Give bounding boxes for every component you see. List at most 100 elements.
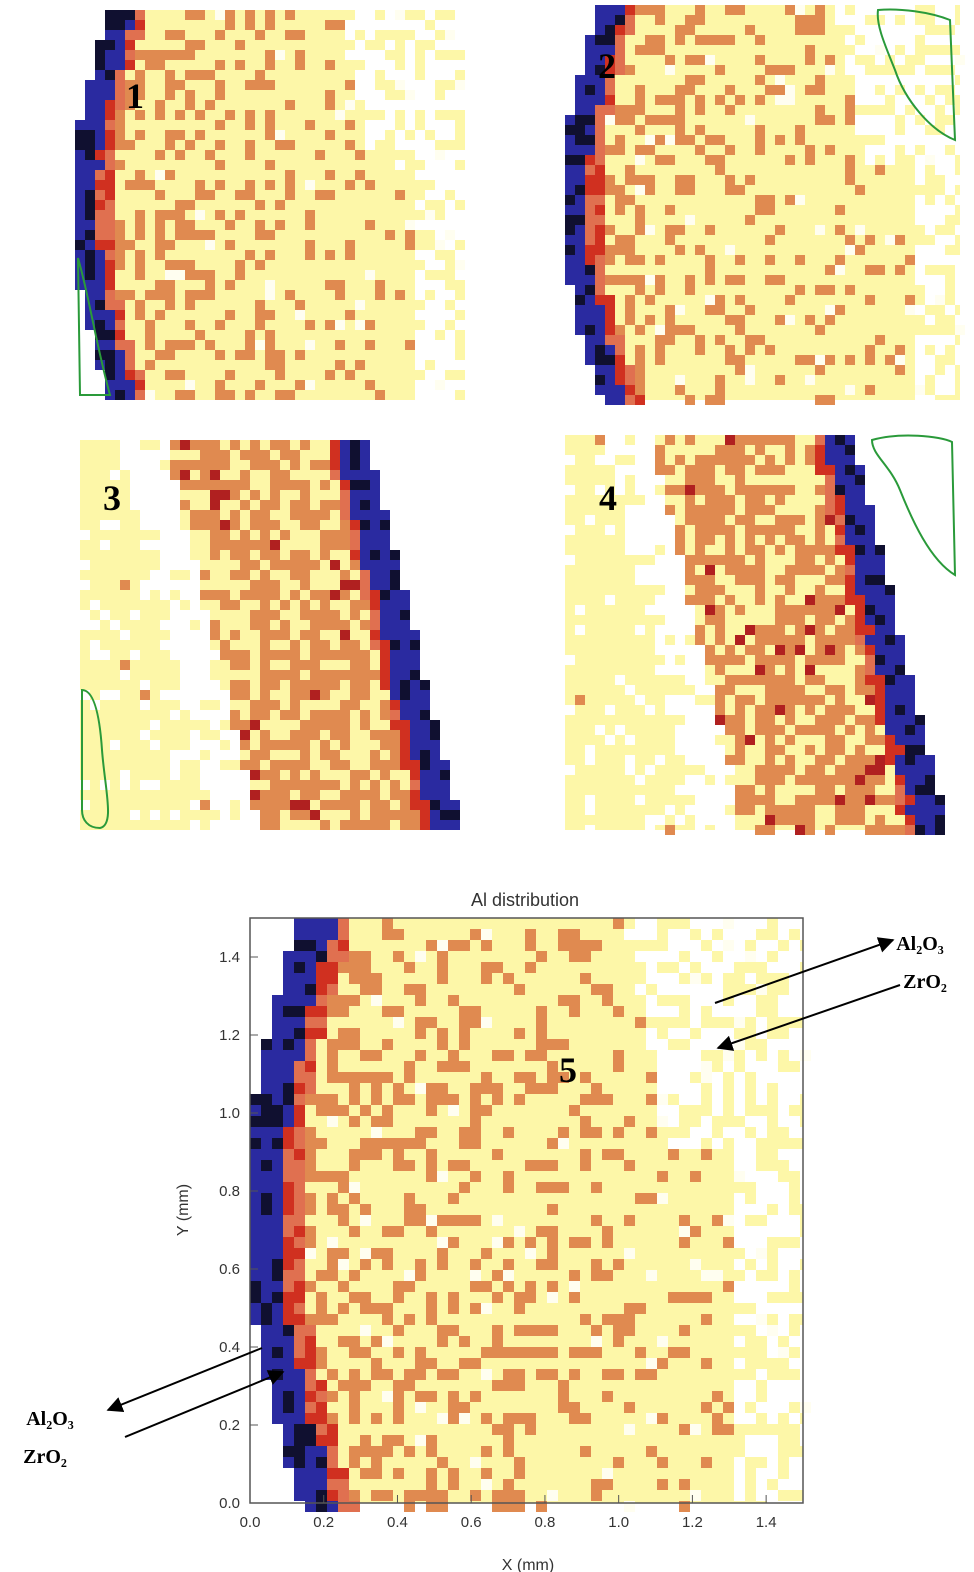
map-cell: [294, 1468, 305, 1479]
map-cell: [765, 795, 775, 805]
map-cell: [320, 680, 330, 690]
map-cell: [360, 1215, 371, 1226]
map-cell: [481, 1303, 492, 1314]
map-cell: [140, 520, 150, 530]
map-cell: [272, 1061, 283, 1072]
map-cell: [305, 1050, 316, 1061]
map-cell: [925, 815, 935, 825]
map-cell: [655, 345, 665, 355]
map-cell: [665, 225, 675, 235]
map-cell: [115, 300, 125, 310]
map-cell: [565, 45, 575, 55]
map-cell: [885, 505, 895, 515]
map-cell: [230, 480, 240, 490]
map-cell: [170, 540, 180, 550]
map-cell: [310, 660, 320, 670]
map-cell: [340, 790, 350, 800]
map-cell: [645, 175, 655, 185]
map-cell: [835, 705, 845, 715]
map-cell: [380, 770, 390, 780]
map-cell: [492, 1149, 503, 1160]
map-cell: [905, 475, 915, 485]
map-cell: [440, 820, 450, 830]
map-cell: [250, 620, 260, 630]
map-cell: [261, 1039, 272, 1050]
map-cell: [725, 105, 735, 115]
map-cell: [481, 1479, 492, 1490]
map-cell: [420, 810, 430, 820]
map-cell: [715, 455, 725, 465]
map-cell: [635, 215, 645, 225]
map-cell: [665, 235, 675, 245]
map-cell: [905, 15, 915, 25]
map-cell: [800, 1270, 811, 1281]
map-cell: [155, 50, 165, 60]
map-cell: [450, 660, 460, 670]
map-cell: [110, 740, 120, 750]
map-cell: [448, 1094, 459, 1105]
map-cell: [294, 1237, 305, 1248]
map-cell: [448, 1160, 459, 1171]
y-tick-label: 1.4: [219, 949, 240, 966]
map-cell: [767, 1391, 778, 1402]
map-cell: [915, 175, 925, 185]
map-cell: [425, 150, 435, 160]
map-cell: [95, 230, 105, 240]
map-cell: [685, 515, 695, 525]
map-cell: [437, 1325, 448, 1336]
map-cell: [316, 1446, 327, 1457]
map-cell: [525, 940, 536, 951]
map-cell: [725, 465, 735, 475]
map-cell: [325, 20, 335, 30]
map-cell: [585, 15, 595, 25]
map-cell: [735, 325, 745, 335]
map-cell: [675, 35, 685, 45]
map-cell: [430, 600, 440, 610]
map-cell: [492, 962, 503, 973]
map-cell: [450, 600, 460, 610]
map-cell: [95, 210, 105, 220]
map-cell: [210, 450, 220, 460]
map-cell: [775, 685, 785, 695]
map-cell: [130, 440, 140, 450]
map-cell: [400, 470, 410, 480]
map-cell: [410, 740, 420, 750]
map-cell: [935, 165, 945, 175]
map-cell: [492, 1292, 503, 1303]
map-cell: [789, 951, 800, 962]
map-cell: [895, 605, 905, 615]
map-cell: [905, 25, 915, 35]
map-cell: [767, 1182, 778, 1193]
map-cell: [338, 1259, 349, 1270]
map-cell: [435, 100, 445, 110]
map-cell: [250, 1490, 261, 1501]
map-cell: [261, 1138, 272, 1149]
map-cell: [310, 640, 320, 650]
map-cell: [875, 145, 885, 155]
map-cell: [360, 590, 370, 600]
map-cell: [735, 745, 745, 755]
map-cell: [625, 755, 635, 765]
map-cell: [382, 1490, 393, 1501]
map-cell: [865, 95, 875, 105]
map-cell: [460, 600, 470, 610]
map-cell: [865, 345, 875, 355]
map-cell: [350, 560, 360, 570]
map-cell: [350, 470, 360, 480]
map-cell: [270, 460, 280, 470]
map-cell: [595, 335, 605, 345]
map-cell: [316, 1270, 327, 1281]
map-cell: [767, 1226, 778, 1237]
map-cell: [767, 1050, 778, 1061]
map-cell: [380, 820, 390, 830]
map-cell: [260, 660, 270, 670]
map-cell: [655, 525, 665, 535]
map-cell: [885, 715, 895, 725]
map-cell: [514, 1303, 525, 1314]
map-cell: [785, 315, 795, 325]
map-cell: [425, 100, 435, 110]
map-cell: [775, 625, 785, 635]
map-cell: [735, 435, 745, 445]
map-cell: [701, 1292, 712, 1303]
map-cell: [260, 790, 270, 800]
